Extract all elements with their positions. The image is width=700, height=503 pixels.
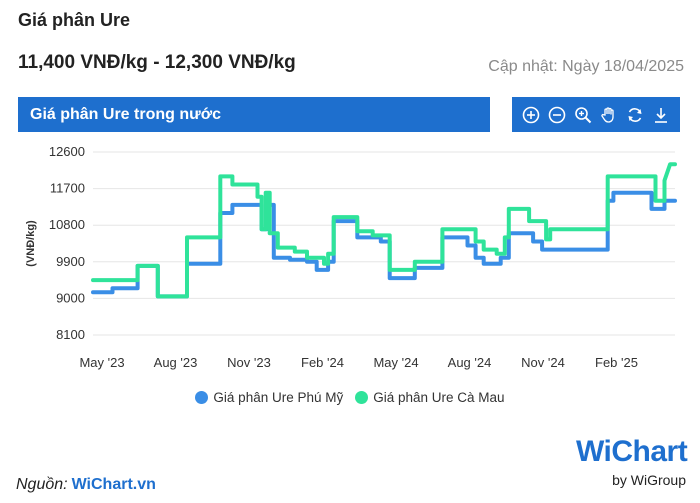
x-tick-label: Feb '25: [595, 355, 638, 370]
logo-subtext: by WiGroup: [612, 472, 686, 488]
series-line-ca-mau: [91, 162, 677, 299]
download-icon[interactable]: [651, 105, 671, 125]
y-tick-label: 8100: [56, 327, 85, 342]
updated-date: Cập nhật: Ngày 18/04/2025: [488, 58, 684, 75]
logo-text: WiChart: [576, 435, 688, 468]
y-tick-label: 12600: [49, 144, 85, 159]
legend-item-phu-my[interactable]: Giá phân Ure Phú Mỹ: [195, 390, 343, 405]
legend-dot-phu-my: [195, 391, 209, 404]
wichart-logo: WiChart by WiGroup: [576, 435, 688, 489]
y-tick-label: 10800: [49, 217, 85, 232]
chart-legend: Giá phân Ure Phú Mỹ Giá phân Ure Cà Mau: [0, 390, 700, 405]
zoom-magnifier-icon[interactable]: [573, 105, 593, 125]
zoom-in-icon[interactable]: [521, 105, 541, 125]
legend-dot-ca-mau: [355, 391, 369, 404]
y-axis-label: (VNĐ/kg): [25, 220, 37, 267]
x-tick-label: Aug '24: [448, 355, 492, 370]
y-tick-label: 9000: [56, 290, 85, 305]
reset-icon[interactable]: [625, 105, 645, 125]
legend-item-ca-mau[interactable]: Giá phân Ure Cà Mau: [355, 390, 505, 405]
series-line-phu-my: [91, 190, 677, 299]
chart-toolbar: [512, 97, 680, 132]
price-range: 11,400 VNĐ/kg - 12,300 VNĐ/kg: [18, 52, 296, 73]
chart-header: Giá phân Ure trong nước: [18, 97, 490, 132]
price-line-chart: 8100 9000 9900 10800 11700 12600 (VNĐ/kg) May '…: [25, 144, 677, 370]
zoom-out-icon[interactable]: [547, 105, 567, 125]
x-tick-label: Nov '24: [521, 355, 565, 370]
page-title: Giá phân Ure: [18, 10, 131, 30]
legend-label-ca-mau: Giá phân Ure Cà Mau: [373, 390, 505, 405]
x-tick-label: May '24: [373, 355, 418, 370]
x-tick-label: Aug '23: [154, 355, 198, 370]
y-tick-label: 11700: [50, 181, 85, 196]
x-tick-label: May '23: [79, 355, 124, 370]
source-label: Nguồn:: [16, 476, 68, 493]
chart-title: Giá phân Ure trong nước: [30, 106, 221, 123]
legend-label-phu-my: Giá phân Ure Phú Mỹ: [213, 390, 344, 405]
x-tick-label: Nov '23: [227, 355, 271, 370]
source-line: Nguồn: WiChart.vn: [16, 476, 156, 494]
pan-hand-icon[interactable]: [599, 105, 619, 125]
source-link[interactable]: WiChart.vn: [71, 476, 156, 493]
y-tick-label: 9900: [56, 254, 85, 269]
x-tick-label: Feb '24: [301, 355, 344, 370]
